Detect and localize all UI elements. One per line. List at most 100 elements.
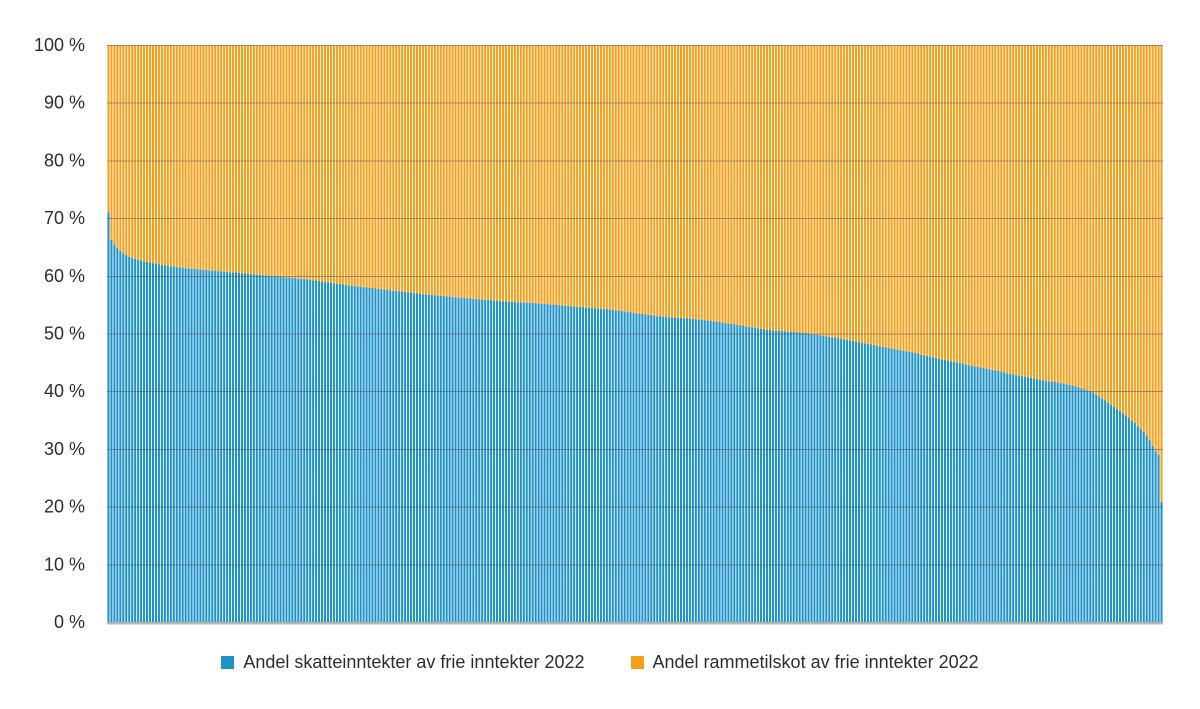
- bar-segment-rammetilskot: [840, 45, 843, 339]
- bar-segment-skatteinntekter: [721, 322, 724, 622]
- bar-segment-rammetilskot: [816, 45, 819, 335]
- bar-segment-skatteinntekter: [952, 361, 955, 622]
- bar-segment-rammetilskot: [510, 45, 513, 302]
- bar-segment-rammetilskot: [335, 45, 338, 284]
- bar-segment-rammetilskot: [1044, 45, 1047, 381]
- bar-segment-skatteinntekter: [964, 364, 967, 622]
- bar-segment-skatteinntekter: [116, 248, 119, 622]
- bar-segment-rammetilskot: [724, 45, 727, 324]
- bar-segment-rammetilskot: [501, 45, 505, 302]
- bar-segment-skatteinntekter: [780, 331, 783, 622]
- bar-segment-skatteinntekter: [1009, 373, 1012, 622]
- bar-segment-skatteinntekter: [813, 334, 816, 622]
- bar-segment-skatteinntekter: [582, 306, 585, 622]
- bar-segment-rammetilskot: [739, 45, 742, 326]
- bar-segment-skatteinntekter: [546, 304, 549, 622]
- bar-segment-skatteinntekter: [1035, 379, 1038, 622]
- bar-segment-rammetilskot: [1015, 45, 1018, 376]
- gridlines-layer: [107, 45, 1163, 623]
- bar-segment-skatteinntekter: [579, 306, 582, 622]
- bar-segment-skatteinntekter: [982, 368, 985, 622]
- bar-segment-rammetilskot: [851, 45, 855, 341]
- bar-segment-skatteinntekter: [935, 357, 938, 622]
- bar-segment-rammetilskot: [240, 45, 244, 273]
- bar-segment-skatteinntekter: [338, 283, 341, 622]
- bar-segment-rammetilskot: [623, 45, 626, 312]
- bar-segment-skatteinntekter: [415, 293, 419, 622]
- bar-segment-rammetilskot: [801, 45, 804, 333]
- bar-segment-rammetilskot: [116, 45, 119, 249]
- bar-segment-rammetilskot: [187, 45, 190, 269]
- bar-segment-rammetilskot: [997, 45, 1000, 371]
- bar-segment-rammetilskot: [869, 45, 872, 345]
- bar-segment-skatteinntekter: [469, 298, 472, 622]
- bar-segment-skatteinntekter: [587, 307, 591, 622]
- bar-segment-skatteinntekter: [685, 318, 688, 622]
- bar-segment-rammetilskot: [570, 45, 573, 307]
- bar-segment-rammetilskot: [318, 45, 321, 281]
- bar-segment-skatteinntekter: [694, 319, 697, 622]
- bar-segment-skatteinntekter: [938, 358, 941, 622]
- bar-segment-skatteinntekter: [205, 270, 208, 622]
- bar-segment-rammetilskot: [493, 45, 496, 301]
- bar-segment-rammetilskot: [119, 45, 122, 251]
- bar-segment-skatteinntekter: [688, 318, 691, 622]
- bar-segment-rammetilskot: [638, 45, 641, 314]
- bar-segment-skatteinntekter: [679, 317, 683, 622]
- bar-segment-rammetilskot: [249, 45, 252, 275]
- bar-segment-skatteinntekter: [1104, 400, 1107, 622]
- bar-segment-rammetilskot: [235, 45, 238, 273]
- bar-segment-skatteinntekter: [724, 323, 727, 622]
- bar-segment-skatteinntekter: [976, 366, 979, 622]
- bar-segment-skatteinntekter: [401, 291, 404, 622]
- bar-segment-skatteinntekter: [920, 354, 923, 622]
- bar-segment-rammetilskot: [1110, 45, 1113, 406]
- bar-segment-skatteinntekter: [137, 259, 140, 622]
- bar-segment-rammetilskot: [344, 45, 347, 286]
- bar-segment-skatteinntekter: [291, 278, 294, 622]
- bar-segment-skatteinntekter: [353, 286, 356, 622]
- bar-segment-rammetilskot: [632, 45, 635, 313]
- bar-segment-rammetilskot: [1077, 45, 1080, 388]
- bar-segment-rammetilskot: [237, 45, 241, 273]
- bar-segment-rammetilskot: [697, 45, 700, 320]
- y-tick-label: 60 %: [44, 266, 85, 286]
- bar-segment-skatteinntekter: [392, 290, 395, 622]
- bar-segment-rammetilskot: [780, 45, 783, 332]
- bar-segment-rammetilskot: [875, 45, 878, 346]
- bar-segment-rammetilskot: [208, 45, 211, 271]
- bar-segment-skatteinntekter: [819, 335, 822, 622]
- bar-segment-rammetilskot: [1021, 45, 1024, 377]
- bar-segment-rammetilskot: [807, 45, 810, 334]
- bar-segment-skatteinntekter: [335, 283, 338, 622]
- y-tick-label: 50 %: [44, 324, 85, 344]
- bar-segment-rammetilskot: [1098, 45, 1101, 397]
- bar-segment-rammetilskot: [463, 45, 466, 298]
- bar-segment-skatteinntekter: [134, 259, 137, 622]
- y-tick-label: 100 %: [34, 35, 85, 55]
- bar-segment-skatteinntekter: [629, 312, 632, 622]
- bar-segment-rammetilskot: [582, 45, 585, 307]
- bar-segment-skatteinntekter: [816, 334, 819, 622]
- bar-segment-rammetilskot: [1065, 45, 1068, 385]
- bar-segment-rammetilskot: [760, 45, 763, 329]
- bars-layer: [107, 45, 1163, 623]
- bar-segment-skatteinntekter: [1113, 406, 1116, 622]
- bar-segment-rammetilskot: [371, 45, 374, 288]
- bar-segment-skatteinntekter: [822, 335, 825, 622]
- bar-segment-rammetilskot: [448, 45, 451, 297]
- bar-segment-rammetilskot: [917, 45, 920, 354]
- bar-segment-skatteinntekter: [110, 240, 113, 622]
- bar-segment-rammetilskot: [730, 45, 733, 324]
- bar-segment-rammetilskot: [148, 45, 152, 263]
- bar-segment-rammetilskot: [792, 45, 795, 332]
- bar-segment-skatteinntekter: [697, 319, 700, 622]
- bar-segment-rammetilskot: [795, 45, 798, 333]
- bar-segment-rammetilskot: [611, 45, 614, 310]
- bar-segment-skatteinntekter: [914, 353, 917, 622]
- bar-segment-rammetilskot: [157, 45, 160, 265]
- bar-segment-skatteinntekter: [1062, 383, 1065, 622]
- bar-segment-rammetilskot: [1121, 45, 1124, 414]
- bar-segment-rammetilskot: [1124, 45, 1127, 416]
- bar-segment-skatteinntekter: [1142, 431, 1145, 622]
